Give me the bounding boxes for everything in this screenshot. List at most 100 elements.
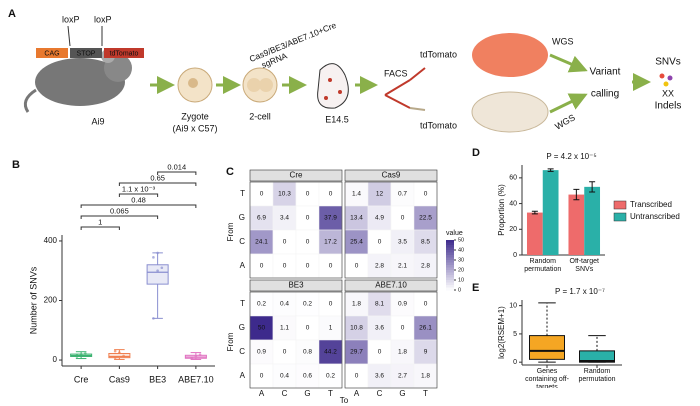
panel-frame (249, 291, 343, 389)
row-label: T (240, 299, 245, 308)
point (75, 354, 79, 357)
panel-letter: D (472, 147, 480, 159)
x-tick-label: Off-target SNVs (570, 258, 599, 273)
chart-title: P = 4.2 x 10⁻⁵ (546, 152, 596, 161)
cell-label: 12 (376, 191, 384, 198)
colorbar-tick-label: 20 (458, 267, 464, 273)
colorbar-step (446, 250, 454, 253)
label: WGS (553, 112, 577, 131)
y-axis-label: Proportion (%) (497, 184, 506, 236)
colorbar-step (446, 257, 454, 261)
box (579, 350, 615, 363)
cell-label: 22.5 (419, 215, 432, 222)
panel-frame (344, 181, 438, 279)
sort (409, 107, 426, 111)
bar (584, 186, 601, 255)
x-tick-label: Genes containing off-targets (525, 368, 569, 388)
embryo (317, 63, 349, 109)
icon: XX (662, 88, 674, 98)
cell-label: 0 (306, 191, 310, 198)
bracket (80, 215, 159, 219)
mouse (35, 58, 125, 106)
bracket (157, 171, 197, 175)
panel-letter: B (12, 159, 20, 171)
label: tdTomato (420, 120, 457, 130)
arrow (549, 93, 588, 114)
cell-label: 29.7 (350, 349, 363, 356)
bracket (80, 226, 120, 230)
cell-label: 2.7 (398, 373, 407, 380)
cell-label: 0.2 (257, 301, 266, 308)
stop-box (70, 48, 102, 58)
cell-label: 25.4 (350, 239, 363, 246)
point (113, 349, 117, 353)
legend-label: Transcribed (630, 200, 672, 209)
dot (659, 73, 665, 79)
cell-label: 0 (329, 301, 333, 308)
colorbar-step (446, 285, 454, 288)
cell-label: 2.1 (398, 263, 407, 270)
cell-label: 13.4 (350, 215, 363, 222)
label: 2-cell (249, 111, 271, 121)
panel-frame (344, 291, 438, 389)
x-tick-label: Genes containing off-targets (525, 368, 569, 388)
label: (Ai9 x C57) (172, 123, 217, 133)
cell-label: 50 (258, 325, 266, 332)
strip (249, 279, 343, 292)
label: WGS (552, 36, 574, 46)
dot (338, 90, 342, 94)
colorbar-step (446, 282, 454, 286)
cell-label: 1.8 (352, 301, 361, 308)
strip-label: Cas9 (382, 171, 401, 180)
column-label: A (354, 389, 360, 398)
cell-label: 4.9 (375, 215, 384, 222)
row-label: G (239, 323, 245, 332)
cell-label: 26.1 (419, 325, 432, 332)
strip (249, 169, 343, 182)
box (146, 264, 169, 285)
colorbar-step (446, 277, 454, 281)
column-label: T (423, 389, 428, 398)
colorbar-step (446, 240, 454, 243)
bar (568, 194, 585, 255)
y-tick-label: 10 (509, 302, 517, 309)
cell-label: 0 (283, 239, 287, 246)
label: CAG (44, 50, 59, 57)
colorbar-tick-label: 50 (458, 237, 464, 243)
cell-label: 2.8 (375, 263, 384, 270)
cell-label: 3.6 (375, 373, 384, 380)
column-label: G (399, 389, 405, 398)
y-tick-label: 0 (513, 359, 517, 366)
colorbar-title: value (446, 230, 463, 237)
cell-label: 0 (424, 191, 428, 198)
colorbar-step (446, 287, 454, 291)
cell-label: 0.2 (326, 373, 335, 380)
bar (542, 170, 559, 255)
point (113, 356, 117, 359)
y-axis-label: From (226, 332, 235, 351)
panel-frame (249, 181, 343, 279)
y-tick-label: 400 (44, 236, 58, 245)
y-tick-label: 60 (509, 175, 517, 182)
label: E14.5 (325, 114, 349, 124)
strip (344, 169, 438, 182)
error-bar (547, 168, 554, 172)
sort (409, 67, 426, 81)
y-axis-label: From (226, 222, 235, 241)
colorbar-step (446, 262, 454, 266)
label: loxP (62, 14, 80, 24)
cell-label: 10.8 (350, 325, 363, 332)
error-bar (573, 188, 580, 201)
cell (259, 78, 273, 92)
cell-label: 37.9 (324, 215, 337, 222)
column-label: C (282, 389, 288, 398)
colorbar-step (446, 245, 454, 248)
cell-label: 2.8 (421, 263, 430, 270)
cell-label: 1.8 (421, 373, 430, 380)
point (152, 256, 155, 259)
colorbar-tick-label: 30 (458, 257, 464, 263)
chart-title: P = 1.7 x 10⁻⁷ (555, 287, 605, 296)
row-label: C (239, 237, 245, 246)
cell-label: 0 (283, 349, 287, 356)
label: FACS (384, 68, 408, 78)
